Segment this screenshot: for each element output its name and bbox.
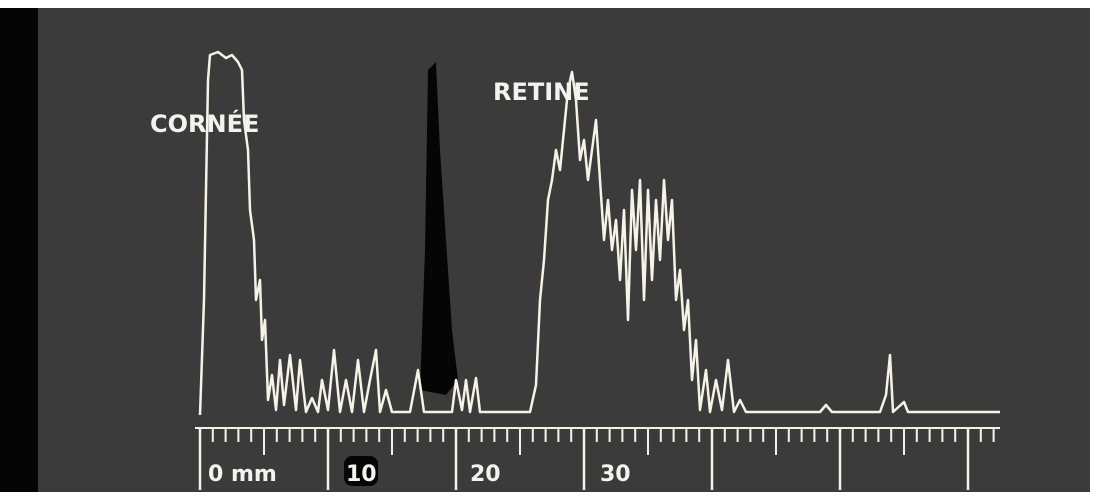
scale-label: 0 mm: [208, 462, 277, 487]
cornea-label: CORNÉE: [150, 109, 259, 138]
scale-label: 10: [346, 462, 377, 487]
retina-label: RETINE: [493, 78, 590, 106]
scale-label: 30: [600, 462, 631, 487]
scale-ruler: [195, 427, 1000, 490]
scale-label: 20: [470, 462, 501, 487]
left-edge: [0, 8, 38, 492]
label-shadow: [344, 456, 378, 486]
echo-trace: [198, 50, 1000, 416]
ink-mark: [420, 62, 458, 395]
